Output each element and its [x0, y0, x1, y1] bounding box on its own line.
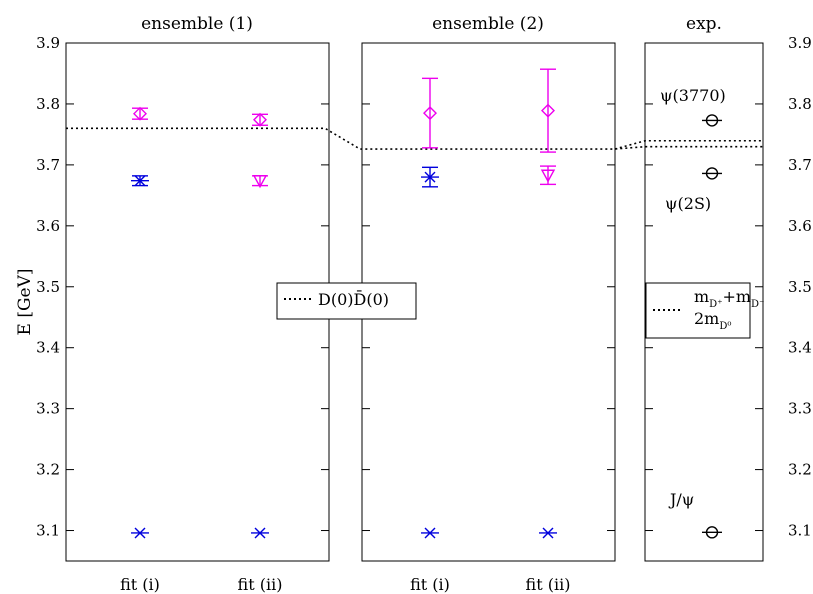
- legend-2-m: m: [694, 287, 709, 306]
- panel-title-1: ensemble (1): [141, 14, 253, 34]
- legend-2-2m: 2m: [694, 309, 719, 328]
- category-label-p1-fit-i: fit (i): [120, 575, 160, 594]
- point-p2-2-marker: [423, 106, 437, 121]
- y-axis-label: E [GeV]: [15, 269, 35, 336]
- legend-2-line-1: mD⁺+mD⁻: [694, 287, 764, 310]
- legend-2-sub-d0: D⁰: [719, 321, 731, 332]
- legend-2-plus-m: +m: [722, 287, 751, 306]
- y-tick-label-right-8: 3.9: [788, 34, 812, 52]
- category-label-p1-fit-ii: fit (ii): [238, 575, 283, 594]
- y-axis-ticks: 3.1 3.1 3.2 3.2 3.3 3.3 3.4 3.4 3.5 3.5 3.6 3.6 3.7 3…: [36, 34, 812, 540]
- y-tick-label-left-0: 3.1: [36, 522, 60, 540]
- y-tick-label-right-5: 3.6: [788, 217, 812, 235]
- threshold-line-b: [614, 139, 763, 150]
- y-tick-label-left-8: 3.9: [36, 34, 60, 52]
- y-tick-label-left-6: 3.7: [36, 156, 60, 174]
- y-tick-label-left-4: 3.5: [36, 278, 60, 296]
- y-tick-label-right-6: 3.7: [788, 156, 812, 174]
- category-label-p2-fit-ii: fit (ii): [526, 575, 571, 594]
- state-label-psi2s: ψ(2S): [665, 194, 711, 213]
- legend-2-sub-dplus: D⁺: [709, 299, 722, 310]
- state-label-jpsi: J/ψ: [668, 490, 694, 509]
- y-tick-label-right-7: 3.8: [788, 95, 812, 113]
- legend-box-2: mD⁺+mD⁻ 2mD⁰: [645, 282, 764, 339]
- category-label-p2-fit-i: fit (i): [410, 575, 450, 594]
- point-p2-5-marker: [541, 103, 555, 118]
- legend-1-label: D(0)D̄(0): [318, 288, 389, 309]
- y-tick-label-right-1: 3.2: [788, 461, 812, 479]
- y-tick-label-right-0: 3.1: [788, 522, 812, 540]
- y-tick-label-left-5: 3.6: [36, 217, 60, 235]
- data-points: [131, 68, 722, 539]
- y-tick-label-left-1: 3.2: [36, 461, 60, 479]
- point-p1-4-marker: [252, 175, 268, 189]
- legend-2-sub-dminus: D⁻: [751, 299, 764, 310]
- panel-title-2: ensemble (2): [432, 14, 544, 34]
- point-p1-5-marker: [253, 112, 267, 127]
- y-tick-label-right-3: 3.4: [788, 339, 812, 357]
- y-tick-label-left-2: 3.3: [36, 400, 60, 418]
- state-label-psi3770: ψ(3770): [660, 86, 726, 105]
- legend-2-line-2: 2mD⁰: [694, 309, 731, 332]
- y-tick-label-left-7: 3.8: [36, 95, 60, 113]
- panel-frame-3: [644, 42, 764, 562]
- y-tick-label-left-3: 3.4: [36, 339, 60, 357]
- point-p2-4-marker: [540, 169, 556, 183]
- legend-box-1: D(0)D̄(0): [276, 282, 417, 320]
- y-tick-label-right-4: 3.5: [788, 278, 812, 296]
- panel-title-3: exp.: [686, 14, 722, 34]
- y-tick-label-right-2: 3.3: [788, 400, 812, 418]
- threshold-lines: [66, 127, 763, 150]
- threshold-line-a: [66, 127, 763, 150]
- point-p1-2-marker: [133, 106, 147, 121]
